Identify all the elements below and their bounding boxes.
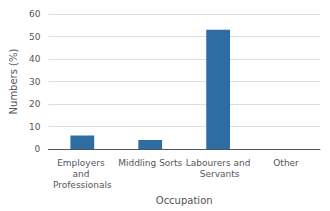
svg-text:Middling Sorts: Middling Sorts <box>118 158 182 168</box>
svg-text:50: 50 <box>29 32 41 42</box>
svg-text:60: 60 <box>29 9 41 19</box>
svg-text:10: 10 <box>29 122 41 132</box>
svg-text:and: and <box>72 169 92 179</box>
svg-text:Other: Other <box>273 158 299 168</box>
svg-text:0: 0 <box>35 144 41 154</box>
svg-text:20: 20 <box>29 99 41 109</box>
svg-text:Professionals: Professionals <box>53 180 112 190</box>
svg-text:Servants: Servants <box>197 169 240 179</box>
svg-text:Occupation: Occupation <box>156 195 213 206</box>
svg-text:Numbers (%): Numbers (%) <box>8 48 19 114</box>
svg-text:30: 30 <box>29 77 41 87</box>
svg-text:Employers: Employers <box>57 158 107 168</box>
svg-text:Labourers and: Labourers and <box>186 158 251 168</box>
svg-text:40: 40 <box>29 54 41 64</box>
